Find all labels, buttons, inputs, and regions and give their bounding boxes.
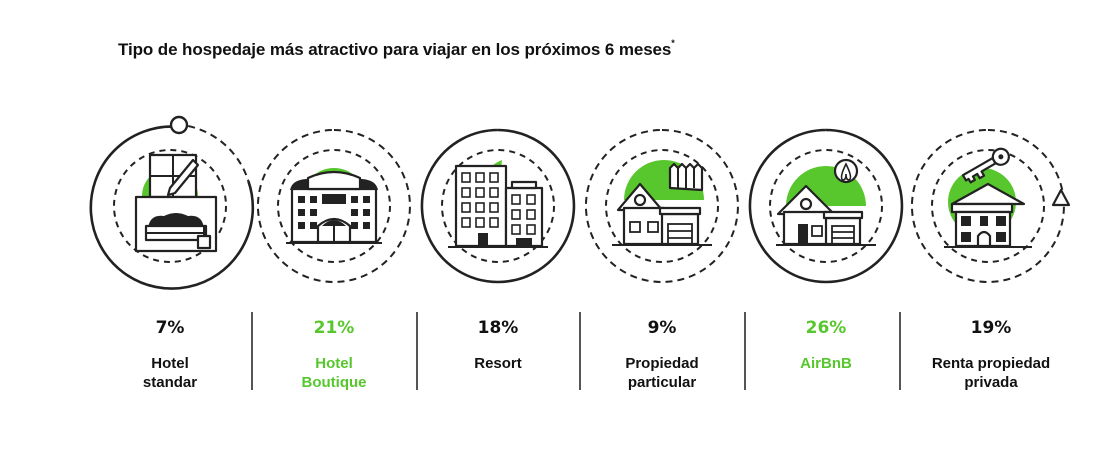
column-divider bbox=[899, 312, 901, 390]
item-label-line-2: Boutique bbox=[301, 374, 367, 391]
house-key-icon bbox=[944, 147, 1032, 248]
item-label-line-1: AirBnB bbox=[800, 355, 852, 372]
page-title: Tipo de hospedaje más atractivo para via… bbox=[118, 38, 675, 59]
item-percent: 21% bbox=[313, 318, 355, 338]
airbnb-house-icon bbox=[776, 158, 876, 246]
item-label-line-1: Resort bbox=[474, 355, 522, 372]
boutique-hotel-icon bbox=[286, 168, 382, 244]
column-divider bbox=[744, 312, 746, 390]
item-percent: 7% bbox=[155, 318, 185, 338]
end-arrow-icon bbox=[1051, 188, 1071, 207]
item-label: AirBnB bbox=[751, 354, 901, 373]
item-hotel-standar: 7% Hotel standar bbox=[95, 316, 245, 392]
item-resort: 18% Resort bbox=[423, 316, 573, 373]
item-label-line-1: Hotel bbox=[151, 355, 189, 372]
item-label: Hotel Boutique bbox=[259, 354, 409, 392]
item-label-line-2: standar bbox=[142, 374, 198, 391]
item-propiedad-particular: 9% Propiedad particular bbox=[587, 316, 737, 392]
item-percent: 19% bbox=[970, 318, 1012, 338]
item-hotel-boutique: 21% Hotel Boutique bbox=[259, 316, 409, 392]
item-label: Hotel standar bbox=[95, 354, 245, 392]
item-label-line-2: particular bbox=[627, 374, 697, 391]
item-percent: 18% bbox=[477, 318, 519, 338]
ring-hotel-boutique bbox=[257, 129, 411, 283]
resort-buildings-icon bbox=[448, 160, 548, 248]
item-label-line-1: Renta propiedad bbox=[931, 355, 1051, 372]
item-percent: 9% bbox=[647, 318, 677, 338]
item-label: Resort bbox=[423, 354, 573, 373]
ring-propiedad-particular bbox=[585, 129, 739, 283]
hotel-room-icon bbox=[134, 153, 218, 253]
title-footnote-mark: * bbox=[671, 38, 675, 49]
item-label-line-1: Propiedad bbox=[625, 355, 699, 372]
item-label: Propiedad particular bbox=[587, 354, 737, 392]
ring-renta-propiedad bbox=[911, 129, 1071, 283]
house-fence-icon bbox=[612, 160, 712, 246]
item-percent: 26% bbox=[805, 318, 847, 338]
ring-hotel-standar bbox=[89, 115, 255, 290]
column-divider bbox=[251, 312, 253, 390]
column-divider bbox=[416, 312, 418, 390]
item-label-line-2: privada bbox=[964, 374, 1018, 391]
column-divider bbox=[579, 312, 581, 390]
item-renta-propiedad: 19% Renta propiedad privada bbox=[916, 316, 1066, 392]
item-label: Renta propiedad privada bbox=[916, 354, 1066, 392]
item-label-line-1: Hotel bbox=[315, 355, 353, 372]
ring-airbnb bbox=[748, 128, 904, 284]
ring-resort bbox=[420, 128, 576, 284]
item-airbnb: 26% AirBnB bbox=[751, 316, 901, 373]
icons-row: .o { fill:none; stroke:#222; stroke-widt… bbox=[89, 115, 1071, 290]
start-dot-icon bbox=[169, 115, 189, 135]
